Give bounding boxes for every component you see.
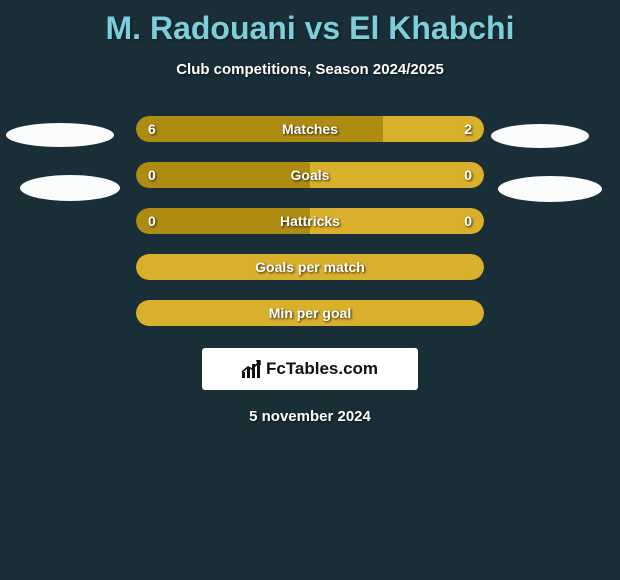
- date-line: 5 november 2024: [0, 408, 620, 425]
- stat-label: Goals: [136, 162, 484, 188]
- stat-label: Goals per match: [136, 254, 484, 280]
- stat-label: Min per goal: [136, 300, 484, 326]
- trend-arrow-icon: [241, 360, 263, 374]
- branding-badge: FcTables.com: [202, 348, 418, 390]
- player-ellipse: [491, 124, 589, 148]
- bars-chart-icon: [242, 360, 260, 378]
- branding-text: FcTables.com: [266, 359, 378, 379]
- stat-label: Matches: [136, 116, 484, 142]
- player-ellipse: [498, 176, 602, 202]
- stat-row: 00Hattricks: [136, 208, 484, 234]
- player-ellipse: [20, 175, 120, 201]
- stat-row: 00Goals: [136, 162, 484, 188]
- page-title: M. Radouani vs El Khabchi: [0, 0, 620, 47]
- player-ellipse: [6, 123, 114, 147]
- subtitle: Club competitions, Season 2024/2025: [0, 61, 620, 78]
- stat-row: 62Matches: [136, 116, 484, 142]
- stat-label: Hattricks: [136, 208, 484, 234]
- stat-row: Goals per match: [136, 254, 484, 280]
- stat-row: Min per goal: [136, 300, 484, 326]
